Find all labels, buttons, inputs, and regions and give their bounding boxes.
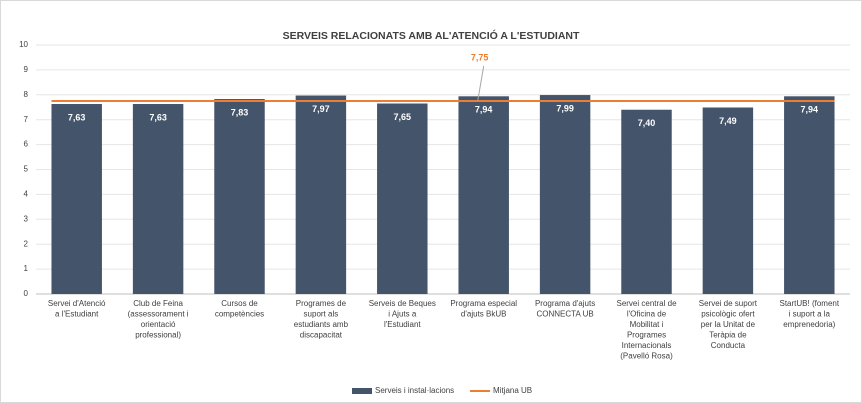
data-label: 7,83: [231, 107, 249, 117]
y-tick-label: 4: [24, 190, 29, 199]
bar: [702, 107, 754, 295]
bar: [539, 95, 591, 294]
x-tick-label: StartUB! (foment i suport a la emprenedori…: [780, 299, 840, 329]
legend-label: Serveis i instal·lacions: [375, 386, 454, 395]
data-label: 7,63: [68, 112, 86, 122]
x-tick-label: Programa d'ajuts CONNECTA UB: [535, 299, 595, 319]
legend-swatch: [352, 388, 372, 394]
x-tick-label: Cursos de competències: [215, 299, 264, 319]
y-tick-label: 5: [24, 165, 29, 174]
bar: [51, 104, 102, 294]
y-tick-label: 9: [24, 65, 29, 74]
x-tick-label: Club de Feina (assessorament i orientació p…: [128, 299, 189, 340]
bar: [295, 95, 347, 294]
data-label: 7,97: [312, 104, 330, 114]
data-label: 7,94: [801, 105, 819, 115]
x-tick-label: Serveis de Beques i Ajuts a l'Estudiant: [369, 299, 436, 329]
y-tick-label: 0: [24, 289, 29, 298]
bar: [458, 96, 509, 294]
y-tick-label: 1: [24, 264, 29, 273]
data-label: 7,94: [475, 105, 493, 115]
x-tick-label: Servei de suport psicològic ofert per la U…: [699, 299, 758, 350]
bar: [214, 99, 265, 295]
y-tick-label: 7: [24, 115, 29, 124]
y-tick-label: 8: [24, 90, 29, 99]
data-label: 7,49: [719, 116, 737, 126]
y-tick-label: 3: [24, 214, 29, 223]
y-tick-label: 2: [24, 239, 29, 248]
x-tick-label: Programa especial d'ajuts BkUB: [450, 299, 517, 319]
bar: [784, 96, 835, 294]
data-label: 7,99: [556, 103, 574, 113]
bar: [621, 109, 672, 295]
data-label: 7,65: [394, 112, 412, 122]
leader-line: [477, 65, 485, 102]
bar: [377, 103, 428, 294]
bar: [132, 104, 184, 294]
x-tick-label: Programes de suport als estudiants amb disc…: [294, 299, 349, 340]
y-tick-label: 6: [24, 140, 29, 149]
legend-label: Mitjana UB: [493, 386, 532, 395]
data-label: 7,40: [638, 118, 656, 128]
x-tick-label: Servei central de l'Oficina de Mobilitat i…: [616, 299, 677, 361]
chart-title: SERVEIS RELACIONATS AMB AL'ATENCIÓ A L'E…: [283, 29, 580, 42]
x-tick-label: Servei d'Atenció a l'Estudiant: [48, 299, 106, 319]
mean-label: 7,75: [471, 52, 489, 62]
data-label: 7,63: [149, 112, 167, 122]
y-tick-label: 10: [19, 40, 28, 49]
